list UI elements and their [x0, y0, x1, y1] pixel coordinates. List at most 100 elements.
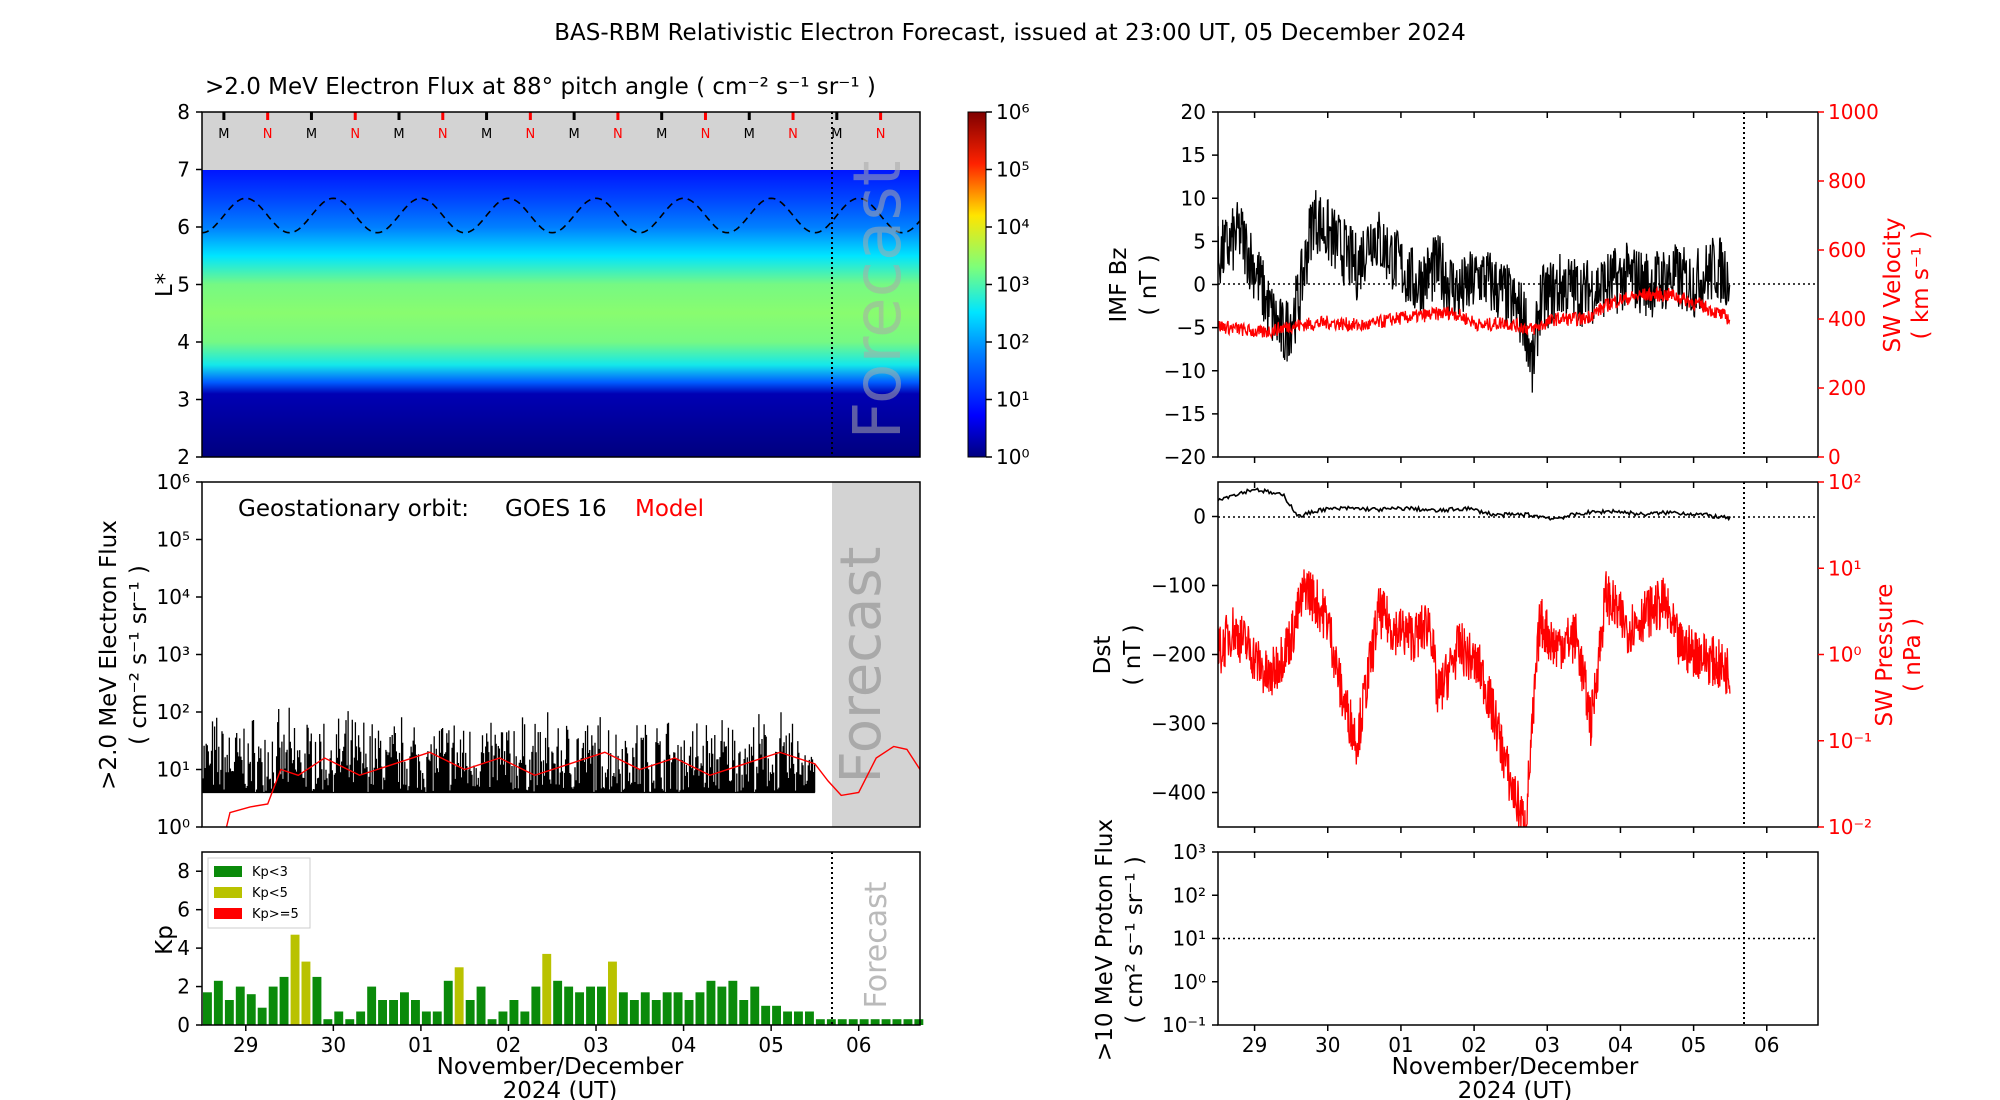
kp-bar [553, 980, 563, 1025]
imf-y-tick-label: −15 [1164, 402, 1206, 426]
kp-bar [520, 1011, 530, 1025]
velocity-y-tick-label: 1000 [1828, 100, 1879, 124]
right-x-tick-label: 06 [1754, 1033, 1779, 1057]
orbit-marker-label: N [788, 127, 798, 142]
goes-observed-series [202, 707, 816, 794]
colorbar-tick-label: 10⁶ [996, 100, 1029, 124]
velocity-y-axis: 0 200 400 600 800 1000 [1818, 100, 1879, 469]
geo-legend-goes: GOES 16 [505, 496, 607, 522]
kp-bar [312, 976, 322, 1025]
dst-y-axis: −400 −300 −200 −100 0 [1151, 505, 1218, 805]
kp-bar [411, 1000, 420, 1025]
kp-bar [476, 986, 486, 1025]
kp-bar [706, 980, 716, 1025]
dst-series [1218, 487, 1731, 522]
left-x-tick-label: 01 [408, 1033, 433, 1057]
proton-ylabel-line2: ( cm² s⁻¹ sr⁻¹ ) [1122, 856, 1148, 1024]
kp-legend-mid: Kp<5 [252, 886, 288, 901]
imf-panel: −20 −15 −10 −5 0 5 10 15 20 0 200 400 600 800 1000 IM… [1106, 100, 1934, 469]
heatmap-field [202, 170, 920, 457]
kp-bar [651, 1000, 661, 1025]
kp-bar [892, 1019, 902, 1025]
geo-y-tick-label: 10⁰ [157, 815, 190, 839]
proton-ylabel-line1: >10 MeV Proton Flux [1092, 819, 1118, 1061]
left-x-tick-label: 03 [583, 1033, 608, 1057]
kp-bar [629, 1000, 639, 1025]
kp-bars [203, 934, 924, 1025]
kp-bar [870, 1019, 880, 1025]
kp-bar [213, 980, 223, 1025]
kp-bar [531, 986, 541, 1025]
imf-y-tick-label: 10 [1181, 186, 1206, 210]
kp-bar [509, 1000, 519, 1025]
kp-bar [564, 986, 574, 1025]
kp-bar [575, 992, 584, 1025]
imf-y-tick-label: −20 [1164, 445, 1206, 469]
right-xlabel-line1: November/December [1392, 1054, 1639, 1080]
kp-bar [805, 1011, 814, 1025]
right-x-tick-label: 01 [1388, 1033, 1413, 1057]
right-x-tick-label: 05 [1681, 1033, 1706, 1057]
kp-bar [608, 961, 617, 1025]
model-series [225, 745, 920, 827]
orbit-marker-label: N [613, 127, 623, 142]
orbit-marker-label: N [350, 127, 360, 142]
heatmap-y-axis: 2 3 4 5 6 7 8 [177, 100, 202, 469]
imf-y-axis: −20 −15 −10 −5 0 5 10 15 20 [1164, 100, 1218, 469]
kp-bar [903, 1019, 913, 1025]
kp-y-tick-label: 2 [177, 975, 190, 999]
kp-bar [597, 986, 606, 1025]
orbit-marker-label: N [438, 127, 448, 142]
proton-y-tick-label: 10⁰ [1173, 970, 1206, 994]
heatmap-forecast-label: Forecast [839, 160, 916, 439]
kp-bar [224, 1000, 234, 1025]
proton-y-tick-label: 10⁻¹ [1162, 1013, 1206, 1037]
sw-pressure-series [1218, 569, 1731, 827]
orbit-marker-label: N [876, 127, 886, 142]
left-x-tick-label: 02 [496, 1033, 521, 1057]
geo-y-axis: 10⁰ 10¹ 10² 10³ 10⁴ 10⁵ 10⁶ [157, 470, 202, 839]
heatmap-y-tick-label: 6 [177, 215, 190, 239]
kp-bar [618, 992, 628, 1025]
dst-y-tick-label: −300 [1151, 712, 1206, 736]
geo-legend-model: Model [635, 496, 704, 522]
colorbar-ticks: 10⁰ 10¹ 10² 10³ 10⁴ 10⁵ 10⁶ [986, 100, 1029, 469]
geo-y-tick-label: 10² [157, 700, 190, 724]
kp-bar [739, 1000, 749, 1025]
kp-bar [717, 986, 727, 1025]
kp-legend-swatch-low [214, 866, 242, 877]
dst-ylabel-line2: ( nT ) [1120, 624, 1146, 685]
kp-panel: Forecast 0 2 4 6 8 Kp Kp<3 Kp<5 Kp>=5 [152, 851, 924, 1037]
right-x-tick-label: 29 [1242, 1033, 1267, 1057]
imf-y-tick-label: 15 [1181, 143, 1206, 167]
left-x-tick-label: 05 [758, 1033, 783, 1057]
right-x-tick-label: 04 [1608, 1033, 1633, 1057]
geo-flux-panel: Forecast Geostationary orbit: GOES 16 Mo… [96, 470, 921, 839]
orbit-marker-label: M [218, 127, 229, 142]
dst-y-tick-label: −200 [1151, 643, 1206, 667]
orbit-marker-label: M [306, 127, 317, 142]
kp-bar [345, 1019, 355, 1025]
left-xlabel-line1: November/December [437, 1054, 684, 1080]
velocity-ylabel-line2: ( km s⁻¹ ) [1908, 231, 1934, 340]
pressure-y-tick-label: 10⁻¹ [1828, 729, 1872, 753]
colorbar-tick-label: 10² [996, 330, 1029, 354]
imf-bz-series [1218, 190, 1731, 393]
imf-y-tick-label: 20 [1181, 100, 1206, 124]
geo-y-tick-label: 10⁶ [157, 470, 190, 494]
geo-y-tick-label: 10⁴ [157, 585, 190, 609]
kp-bar [203, 992, 212, 1025]
kp-bar [815, 1019, 825, 1025]
geo-forecast-band [832, 482, 920, 827]
kp-bar [246, 994, 256, 1025]
kp-bar [794, 1011, 803, 1025]
kp-y-tick-label: 4 [177, 936, 190, 960]
kp-legend-high: Kp>=5 [252, 907, 299, 922]
proton-y-tick-label: 10¹ [1173, 927, 1206, 951]
orbit-marker-label: M [831, 127, 842, 142]
kp-bar [662, 992, 672, 1025]
kp-legend-swatch-high [214, 908, 242, 919]
right-x-tick-label: 03 [1535, 1033, 1560, 1057]
orbit-marker-label: M [656, 127, 667, 142]
kp-bar [378, 1000, 387, 1025]
